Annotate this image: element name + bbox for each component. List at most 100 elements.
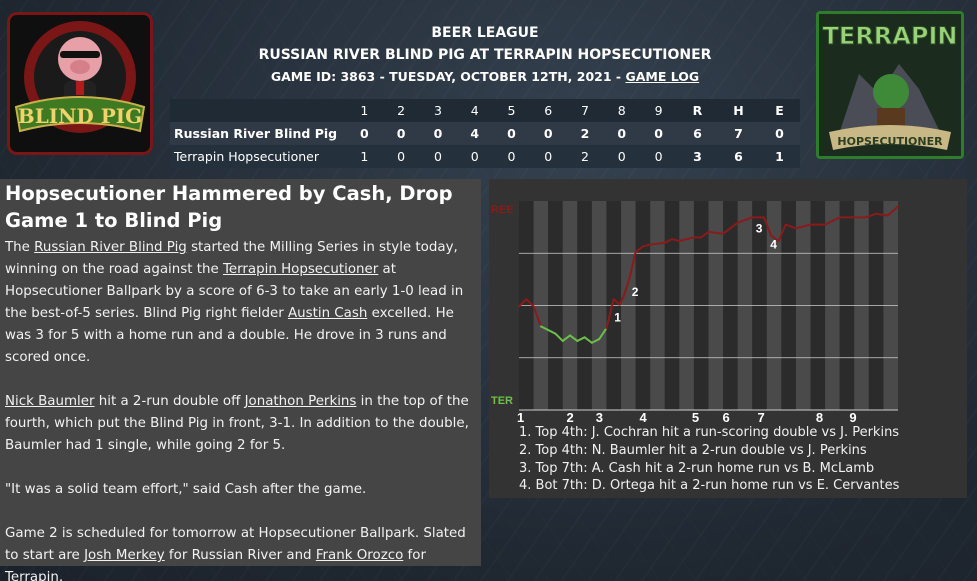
key-play-item: 2. Top 4th: N. Baumler hit a 2-run doubl… (519, 442, 867, 458)
inning-score: 0 (640, 145, 677, 168)
inning-tick-label: 8 (816, 410, 823, 424)
win-probability-segment (784, 223, 797, 230)
inning-score: 0 (382, 122, 420, 145)
win-probability-segment (576, 336, 586, 342)
key-play-item: 4. Bot 7th: D. Ortega hit a 2-run home r… (519, 478, 900, 494)
linescore-row-away: Russian River Blind Pig 0 0 0 4 0 0 2 0 … (170, 122, 800, 145)
article-paragraph: Game 2 is scheduled for tomorrow at Hops… (5, 523, 476, 581)
inning-score: 0 (456, 145, 494, 168)
win-probability-segment (864, 212, 878, 219)
win-probability-segment (612, 298, 621, 306)
home-team-logo: TERRAPIN HOPSECUTIONER (816, 11, 964, 159)
errors-total: 1 (759, 145, 800, 168)
inning-score: 0 (640, 122, 677, 145)
inning-header: 4 (456, 99, 494, 122)
player-link-jonathon-perkins[interactable]: Jonathon Perkins (244, 394, 357, 409)
article-text: for Terrapin. (5, 548, 426, 581)
win-probability-segment (532, 305, 542, 328)
play-marker: 4 (770, 238, 777, 252)
article-text: for Russian River and (164, 548, 316, 563)
inning-header: 6 (529, 99, 567, 122)
game-id-date: GAME ID: 3863 - TUESDAY, OCTOBER 12TH, 2… (270, 69, 622, 84)
inning-header: 8 (603, 99, 641, 122)
win-probability-segment (736, 216, 754, 224)
player-link-nick-baumler[interactable]: Nick Baumler (5, 394, 95, 409)
runs-total: 6 (677, 122, 718, 145)
hits-header: H (718, 99, 759, 122)
article-text: excelled. He was 3 for 5 with a home run… (5, 306, 454, 365)
article-text: hit a 2-run double off (94, 394, 245, 409)
errors-header: E (759, 99, 800, 122)
inning-score: 0 (419, 145, 457, 168)
inning-score: 2 (566, 145, 604, 168)
hits-total: 7 (718, 122, 759, 145)
win-probability-segment (518, 298, 528, 308)
inning-header: 5 (493, 99, 530, 122)
player-link-austin-cash[interactable]: Austin Cash (287, 306, 368, 321)
win-probability-segment (700, 230, 710, 239)
inning-score: 0 (493, 145, 530, 168)
win-probability-segment (590, 338, 601, 344)
runs-header: R (677, 99, 718, 122)
play-marker: 1 (614, 310, 621, 324)
win-probability-segment (525, 298, 535, 308)
matchup-title: RUSSIAN RIVER BLIND PIG AT TERRAPIN HOPS… (258, 47, 712, 63)
inning-tick-label: 3 (596, 410, 603, 424)
inning-header: 1 (346, 99, 383, 122)
inning-score: 0 (419, 122, 457, 145)
inning-score: 0 (382, 145, 420, 168)
win-probability-segment (605, 298, 615, 330)
key-play-item: 1. Top 4th: J. Cochran hit a run-scoring… (519, 425, 900, 440)
article-paragraph: Nick Baumler hit a 2-run double off Jona… (5, 391, 476, 457)
win-probability-segment (875, 212, 889, 217)
win-probability-segment (707, 230, 725, 235)
article-text: in the top of the fourth, which put the … (5, 394, 469, 453)
win-probability-segment (628, 250, 637, 279)
win-probability-segment (583, 336, 593, 344)
inning-score: 0 (493, 122, 530, 145)
inning-score: 1 (346, 145, 383, 168)
away-logo-text: BLIND PIG (18, 104, 142, 128)
win-probability-segment (622, 276, 631, 297)
win-probability-segment (678, 236, 695, 242)
inning-tick-label: 9 (849, 410, 856, 424)
key-play-item: 3. Top 7th: A. Cash hit a 2-run home run… (519, 460, 875, 476)
win-probability-segment (794, 223, 812, 230)
game-log-link[interactable]: GAME LOG (625, 69, 700, 84)
win-probability-segment (649, 241, 666, 246)
inning-score: 0 (529, 122, 567, 145)
inning-score: 0 (529, 145, 567, 168)
inning-score: 2 (566, 122, 604, 145)
inning-header: 3 (419, 99, 457, 122)
hits-total: 6 (718, 145, 759, 168)
win-probability-segment (762, 216, 773, 237)
player-link-frank-orozco[interactable]: Frank Orozco (315, 548, 404, 563)
key-plays-list: 1. Top 4th: J. Cochran hit a run-scoring… (519, 424, 899, 495)
player-link-josh-merkey[interactable]: Josh Merkey (84, 548, 165, 563)
team-name: Russian River Blind Pig (170, 122, 346, 145)
win-probability-segment (569, 334, 579, 342)
play-marker: 3 (756, 221, 763, 235)
home-logo-subtext: HOPSECUTIONER (837, 135, 943, 148)
runs-total: 3 (677, 145, 718, 168)
inning-header: 9 (640, 99, 677, 122)
home-team-axis-label: TER (491, 395, 513, 407)
inning-header: 2 (382, 99, 420, 122)
inning-score: 0 (603, 145, 641, 168)
team-link-russian-river[interactable]: Russian River Blind Pig (34, 240, 187, 255)
home-logo-text: TERRAPIN (823, 22, 958, 50)
game-recap-article: Hopsecutioner Hammered by Cash, Drop Gam… (0, 179, 481, 581)
inning-tick-label: 6 (723, 410, 730, 424)
inning-tick-label: 7 (758, 410, 765, 424)
linescore-header-row: 1 2 3 4 5 6 7 8 9 R H E (170, 99, 800, 122)
win-probability-segment (561, 334, 572, 342)
inning-tick-label: 2 (567, 410, 574, 424)
play-marker: 2 (632, 285, 639, 299)
win-probability-segment (618, 294, 625, 306)
team-link-terrapin[interactable]: Terrapin Hopsecutioner (222, 262, 379, 277)
win-probability-segment (598, 327, 608, 341)
win-probability-segment (770, 234, 780, 242)
inning-header: 7 (566, 99, 604, 122)
